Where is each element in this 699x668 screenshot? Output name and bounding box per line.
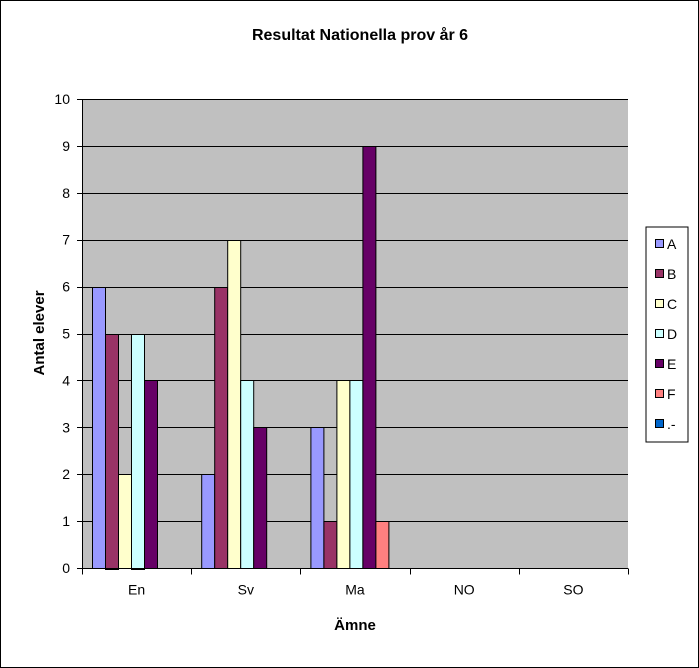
legend-label-F: F	[667, 386, 676, 402]
legend-swatch-F	[655, 389, 664, 398]
y-tick-labels: 0 1 2 3 4 5 6 7 8 9 10	[54, 91, 70, 576]
legend-swatch-D	[655, 329, 664, 338]
y-tick-label: 1	[62, 513, 70, 529]
bar-Sv-A	[201, 474, 216, 569]
legend-label-C: C	[667, 296, 677, 312]
y-tick-label: 4	[62, 372, 70, 388]
y-tick-label: 6	[62, 279, 70, 295]
x-axis-title: Ämne	[334, 617, 376, 634]
legend-label-B: B	[667, 266, 676, 282]
legend-swatch-C	[655, 299, 664, 308]
x-tick-labels: En Sv Ma NO SO	[128, 582, 584, 598]
bar-Ma-D	[349, 380, 364, 569]
bar-Sv-C	[227, 240, 242, 569]
y-tick-label: 5	[62, 326, 70, 342]
legend-label-E: E	[667, 356, 676, 372]
bar-Ma-A	[310, 427, 325, 569]
y-tick-label: 2	[62, 466, 70, 482]
y-tick-label: 7	[62, 232, 70, 248]
x-tick-label-Sv: Sv	[238, 582, 254, 598]
x-tick-label-NO: NO	[454, 582, 475, 598]
x-tick-label-SO: SO	[563, 582, 583, 598]
bar-Ma-C	[336, 380, 351, 569]
y-axis-title: Antal elever	[31, 290, 48, 375]
bar-En-B	[105, 334, 119, 570]
legend-swatch-A	[655, 239, 664, 248]
bar-Ma-B	[323, 521, 338, 569]
legend-box	[645, 226, 689, 443]
axes	[77, 99, 629, 575]
bar-Sv-B	[214, 287, 229, 569]
bars	[92, 146, 390, 570]
y-tick-label: 8	[62, 185, 70, 201]
bar-Sv-D	[240, 380, 255, 569]
legend-swatch-E	[655, 359, 664, 368]
bar-Ma-E	[362, 146, 377, 569]
y-tick-label: 10	[54, 91, 70, 107]
bar-En-D	[131, 334, 145, 570]
bar-Sv-E	[253, 427, 268, 569]
y-tick-label: 9	[62, 138, 70, 154]
legend-label-D: D	[667, 326, 677, 342]
bar-Ma-F	[375, 521, 390, 569]
legend-label-A: A	[667, 236, 677, 252]
x-tick-label-Ma: Ma	[345, 582, 365, 598]
bar-En-C	[118, 474, 132, 569]
y-tick-label: 0	[62, 560, 70, 576]
x-tick-label-En: En	[128, 582, 145, 598]
legend-swatch-B	[655, 269, 664, 278]
bar-En-A	[92, 287, 106, 569]
chart-title: Resultat Nationella prov år 6	[252, 26, 468, 44]
legend-label-.-: .-	[667, 416, 676, 432]
y-tick-label: 3	[62, 419, 70, 435]
legend-swatch-.-	[655, 419, 664, 428]
bar-En-E	[144, 380, 158, 569]
